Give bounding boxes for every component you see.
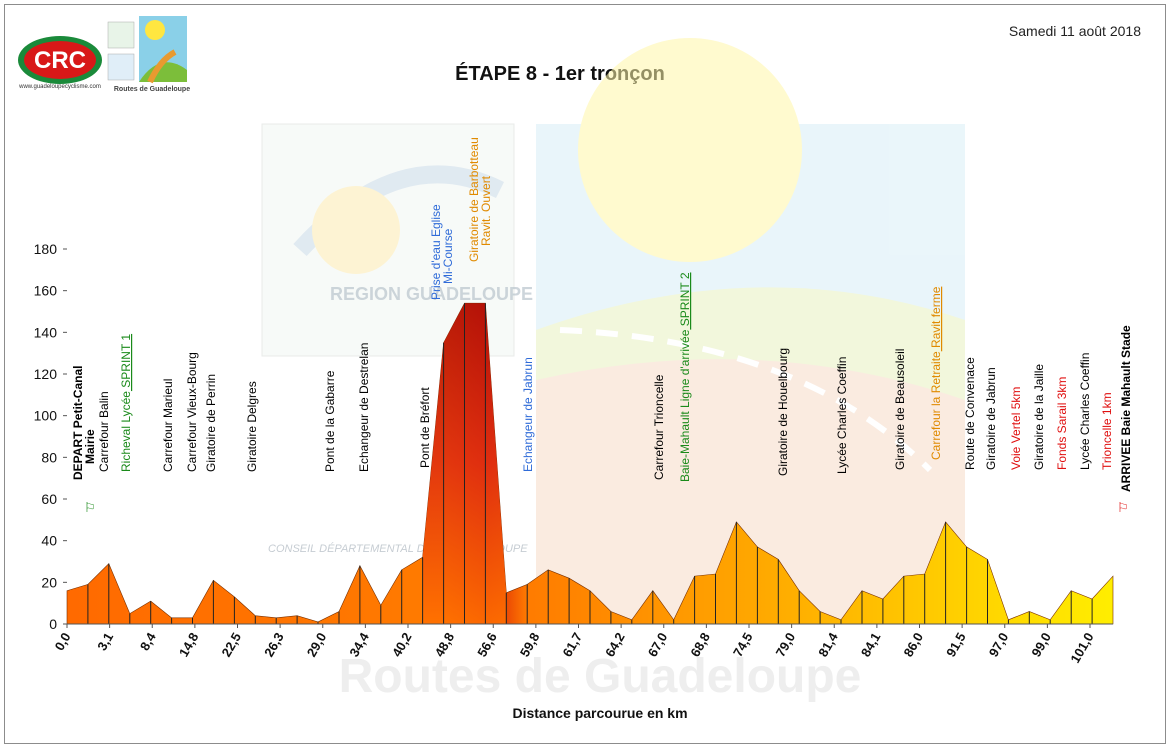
start-flag-icon: ⚐	[84, 500, 96, 515]
waypoint-label: Carrefour Vieux-Bourg	[185, 352, 199, 472]
routes-logo-caption: Routes de Guadeloupe	[114, 86, 190, 93]
y-tick-label: 180	[34, 241, 58, 257]
waypoint-name: Route de Convenace	[963, 357, 977, 470]
waypoint-label: Giratoire de Barbotteau	[467, 137, 481, 262]
x-tick-label: 3,1	[94, 630, 116, 653]
waypoint-label: Fonds Sarail 3km	[1055, 377, 1069, 470]
waypoint-tag: Ravit ferme	[929, 286, 943, 351]
waypoint-tag: SPRINT 1	[119, 334, 133, 391]
waypoint-label-line2: Ravit. Ouvert	[479, 175, 493, 246]
plot-area: 0 20 40 60 80 100 120 140 160 180 0,0 3,1 8,4 14,8 22,…	[34, 137, 1133, 721]
waypoint-name: Carrefour la Retraite	[929, 351, 943, 460]
waypoint-label: Prise d'eau Eglise	[429, 204, 443, 300]
waypoint-label-line2: Mi-Course	[441, 228, 455, 284]
waypoint-name: Lycée Charles Coeffin	[1078, 353, 1092, 470]
x-tick-label: 22,5	[218, 630, 244, 659]
waypoint-name: Voie Vertel 5km	[1009, 387, 1023, 470]
waypoint-label: Giratoire de Perrin	[204, 374, 218, 472]
y-tick-label: 120	[34, 366, 58, 382]
x-tick-label: 97,0	[986, 630, 1012, 659]
y-tick-label: 0	[49, 616, 57, 632]
waypoint-label: Route de Convenace	[963, 357, 977, 470]
waypoint-label: Echangeur de Destrelan	[357, 343, 371, 472]
waypoint-name: Prise d'eau Eglise	[429, 204, 443, 300]
waypoint-label: Carrefour la Retraite Ravit ferme	[929, 286, 943, 460]
waypoint-name: Carrefour Balin	[97, 391, 111, 472]
waypoint-name: Pont de Bréfort	[418, 387, 432, 468]
finish-flag-icon: ⚐	[1117, 500, 1129, 515]
waypoint-label: Lycée Charles Coeffin	[835, 357, 849, 474]
waypoint-label: Voie Vertel 5km	[1009, 387, 1023, 470]
x-tick-label: 8,4	[137, 629, 159, 653]
waypoint-label: Pont de Bréfort	[418, 387, 432, 468]
waypoint-label: Giratoire de Jabrun	[984, 367, 998, 470]
waypoint-label: Richeval Lycée SPRINT 1	[119, 334, 133, 472]
waypoint-name: Giratoire de Jabrun	[984, 367, 998, 470]
waypoint-name: Giratoire de Barbotteau	[467, 137, 481, 262]
waypoint-label: Carrefour Trioncelle	[652, 374, 666, 480]
x-tick-label: 14,8	[176, 630, 202, 659]
waypoint-label: Trioncelle 1km	[1100, 392, 1114, 470]
waypoint-name: Baie-Mahault Ligne d'arrivée	[678, 329, 692, 482]
y-tick-label: 60	[41, 491, 57, 507]
x-tick-label: 0,0	[52, 630, 74, 653]
waypoint-name: Carrefour Trioncelle	[652, 374, 666, 480]
profile-area	[66, 302, 1114, 625]
background-scene	[261, 38, 965, 624]
waypoint-name: Lycée Charles Coeffin	[835, 357, 849, 474]
waypoint-name: Carrefour Marieul	[161, 379, 175, 472]
waypoint-name: Trioncelle 1km	[1100, 392, 1114, 470]
waypoint-name: Fonds Sarail 3km	[1055, 377, 1069, 470]
waypoint-label: Giratoire de la Jaille	[1032, 364, 1046, 470]
y-tick-label: 140	[34, 324, 58, 340]
watermark-region: REGION GUADELOUPE	[330, 284, 533, 304]
y-tick-label: 80	[41, 449, 57, 465]
svg-text:CRC: CRC	[34, 47, 86, 74]
waypoint-name: Echangeur de Destrelan	[357, 343, 371, 472]
waypoint-name: DEPART Petit-Canal	[71, 366, 85, 480]
waypoint-name: Giratoire de la Jaille	[1032, 364, 1046, 470]
x-tick-label: 29,0	[304, 630, 330, 659]
waypoint-name: Giratoire Delgres	[245, 381, 259, 472]
y-tick-label: 40	[41, 533, 57, 549]
y-tick-label: 20	[41, 574, 57, 590]
y-tick-label: 100	[34, 408, 58, 424]
waypoint-name: Echangeur de Jabrun	[521, 357, 535, 472]
waypoint-label: ARRIVEE Baie Mahault Stade	[1119, 325, 1133, 492]
waypoint-name: Carrefour Vieux-Bourg	[185, 352, 199, 472]
waypoint-name: Giratoire de Perrin	[204, 374, 218, 472]
waypoint-name: Giratoire de Beausoleil	[893, 349, 907, 470]
waypoint-name: ARRIVEE Baie Mahault Stade	[1119, 325, 1133, 492]
race-date: Samedi 11 août 2018	[1008, 23, 1141, 39]
x-tick-label: 99,0	[1028, 630, 1054, 659]
waypoint-tag: SPRINT 2	[678, 272, 692, 329]
crc-logo: CRC www.guadeloupecyclisme.com	[18, 36, 102, 90]
waypoint-label: DEPART Petit-Canal	[71, 366, 85, 480]
crc-logo-url: www.guadeloupecyclisme.com	[18, 84, 101, 90]
waypoint-name: Giratoire de Houelbourg	[776, 348, 790, 476]
x-tick-label: 101,0	[1067, 630, 1096, 666]
watermark-routes: Routes de Guadeloupe	[339, 650, 862, 703]
waypoint-label: Giratoire Delgres	[245, 381, 259, 472]
waypoint-label: Carrefour Balin	[97, 391, 111, 472]
waypoint-name: Richeval Lycée	[119, 391, 133, 472]
x-tick-label: 91,5	[943, 630, 969, 659]
waypoint-label: Echangeur de Jabrun	[521, 357, 535, 472]
waypoint-label: Carrefour Marieul	[161, 379, 175, 472]
x-axis-title: Distance parcourue en km	[512, 705, 687, 721]
y-tick-label: 160	[34, 283, 58, 299]
waypoint-label: Giratoire de Beausoleil	[893, 349, 907, 470]
waypoint-label: Pont de la Gabarre	[323, 370, 337, 472]
x-tick-label: 86,0	[900, 630, 926, 659]
waypoint-label: Giratoire de Houelbourg	[776, 348, 790, 476]
routes-logo: Routes de Guadeloupe	[107, 16, 190, 93]
waypoint-label: Baie-Mahault Ligne d'arrivée SPRINT 2	[678, 272, 692, 482]
waypoint-label-line2: Mairie	[83, 429, 97, 464]
waypoint-name: Pont de la Gabarre	[323, 370, 337, 472]
x-tick-label: 84,1	[858, 630, 884, 659]
waypoint-label: Lycée Charles Coeffin	[1078, 353, 1092, 470]
x-tick-label: 26,3	[261, 630, 287, 659]
